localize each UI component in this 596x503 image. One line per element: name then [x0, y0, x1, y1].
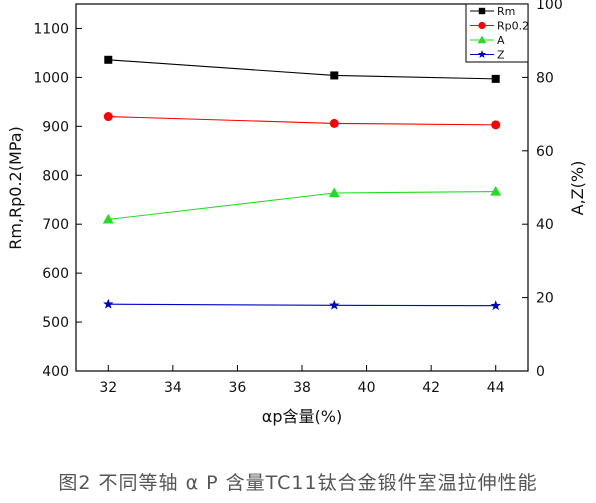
- legend-label: Rp0.2: [497, 20, 529, 33]
- tick-labels: 32 34 36 38 40 42 4440050060070080090010001100…: [33, 0, 562, 396]
- data-point-a: [102, 213, 114, 224]
- y-right-tick-label: 100: [536, 0, 563, 13]
- data-point-z: [329, 299, 340, 310]
- legend-box: [465, 3, 529, 63]
- y-axis-right-title: A,Z(%): [568, 161, 587, 216]
- y-left-tick-label: 900: [42, 119, 69, 135]
- data-point-rp02: [491, 120, 501, 130]
- x-axis-title: αp含量(%): [262, 407, 342, 426]
- x-tick-label: 34: [164, 380, 182, 396]
- legend-label: Rm: [497, 5, 515, 18]
- data-point-a: [328, 187, 340, 198]
- y-left-tick-label: 600: [42, 266, 69, 282]
- x-tick-label: 38: [293, 380, 311, 396]
- legend-label: A: [497, 34, 505, 47]
- plot-frame: [75, 3, 529, 372]
- data-point-rm: [104, 55, 113, 64]
- x-tick-label: 32: [99, 380, 117, 396]
- data-point-rp02: [103, 112, 113, 122]
- y-right-tick-label: 0: [536, 364, 545, 380]
- y-left-tick-label: 1000: [33, 70, 69, 86]
- series-line-a: [108, 190, 496, 220]
- series-line-z: [108, 303, 496, 307]
- data-point-z: [103, 298, 114, 309]
- x-tick-label: 40: [358, 380, 376, 396]
- y-left-tick-label: 1100: [33, 21, 69, 37]
- legend-marker: [478, 7, 486, 15]
- x-tick-label: 36: [229, 380, 247, 396]
- y-right-tick-label: 40: [536, 217, 554, 233]
- series-line-rp02: [108, 116, 496, 126]
- data-point-z: [490, 300, 501, 311]
- y-right-tick-label: 60: [536, 144, 554, 160]
- y-left-tick-label: 700: [42, 217, 69, 233]
- x-tick-label: 44: [487, 380, 505, 396]
- chart: 32 34 36 38 40 42 4440050060070080090010001100…: [6, 0, 587, 426]
- series-line-rm: [108, 59, 496, 80]
- legend-label: Z: [497, 49, 505, 62]
- data-point-rm: [330, 71, 339, 80]
- legend: Rm Rp0.2AZ: [465, 3, 529, 63]
- data-point-rp02: [329, 118, 339, 128]
- tick-marks: [76, 3, 528, 372]
- data-point-rm: [491, 74, 500, 83]
- figure-caption: 图2 不同等轴 α P 含量TC11钛合金锻件室温拉伸性能: [58, 472, 538, 494]
- legend-marker: [477, 35, 487, 44]
- legend-marker: [477, 50, 487, 59]
- y-right-tick-label: 80: [536, 70, 554, 86]
- x-tick-label: 42: [422, 380, 440, 396]
- data-point-a: [490, 186, 502, 196]
- y-axis-left-title: Rm,Rp0.2(MPa): [6, 126, 25, 250]
- series-group: [102, 55, 502, 311]
- y-left-tick-label: 400: [42, 364, 69, 380]
- y-left-tick-label: 800: [42, 168, 69, 184]
- legend-marker: [478, 21, 486, 30]
- y-right-tick-label: 20: [536, 291, 554, 307]
- y-left-tick-label: 500: [42, 315, 69, 331]
